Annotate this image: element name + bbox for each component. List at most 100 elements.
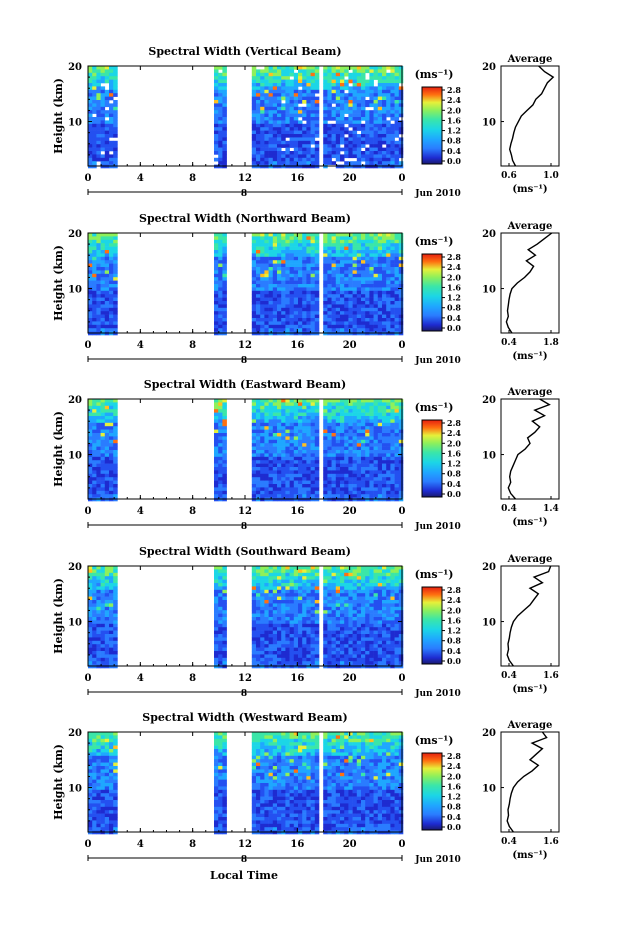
heatmap-cell xyxy=(365,69,370,74)
heatmap-cell xyxy=(88,589,93,594)
heatmap-cell xyxy=(331,433,337,437)
heatmap-cell xyxy=(356,151,362,155)
heatmap-cell xyxy=(289,123,295,128)
heatmap-cell xyxy=(281,307,286,312)
heatmap-cell xyxy=(96,236,101,241)
heatmap-cell xyxy=(361,154,366,159)
heatmap-cell xyxy=(92,644,97,648)
heatmap-cell xyxy=(92,267,97,271)
heatmap-cell xyxy=(96,409,101,413)
heatmap-cell xyxy=(302,566,307,570)
heatmap-cell xyxy=(398,304,404,309)
heatmap-cell xyxy=(298,123,303,128)
heatmap-cell xyxy=(344,318,349,322)
heatmap-cell xyxy=(88,484,93,488)
heatmap-cell xyxy=(386,256,391,261)
heatmap-cell xyxy=(314,426,320,430)
heatmap-cell xyxy=(264,106,269,111)
heatmap-cell xyxy=(306,314,311,319)
heatmap-cell xyxy=(100,412,106,417)
heatmap-cell xyxy=(104,318,110,322)
heatmap-cell xyxy=(281,436,286,441)
heatmap-cell xyxy=(361,473,366,478)
heatmap-cell xyxy=(340,120,345,125)
heatmap-cell xyxy=(344,487,349,492)
heatmap-cell xyxy=(285,613,290,618)
heatmap-cell xyxy=(264,318,269,322)
heatmap-cell xyxy=(285,572,290,577)
heatmap-cell xyxy=(302,250,307,254)
heatmap-cell xyxy=(277,640,282,645)
heatmap-cell xyxy=(92,416,97,420)
heatmap-cell xyxy=(96,436,101,441)
heatmap-cell xyxy=(100,603,106,608)
heatmap-cell xyxy=(96,106,101,111)
heatmap-cell xyxy=(365,290,370,295)
heatmap-cell xyxy=(104,324,110,329)
heatmap-cell xyxy=(386,287,391,292)
heatmap-cell xyxy=(268,301,274,305)
heatmap-cell xyxy=(306,324,311,329)
heatmap-cell xyxy=(96,426,101,430)
heatmap-cell xyxy=(390,453,395,458)
colorbar-tick-label: 0.8 xyxy=(447,469,461,479)
heatmap-cell xyxy=(331,144,337,148)
heatmap-cell xyxy=(289,654,295,659)
heatmap-cell xyxy=(264,103,269,108)
heatmap-cell xyxy=(100,321,106,326)
heatmap-cell xyxy=(104,647,110,652)
heatmap-cell xyxy=(302,123,307,128)
heatmap-cell xyxy=(92,617,97,621)
heatmap-cell xyxy=(373,154,379,159)
heatmap-cell xyxy=(298,446,303,451)
heatmap-cell xyxy=(113,130,118,135)
heatmap-cell xyxy=(251,576,257,580)
heatmap-cell xyxy=(100,79,106,84)
heatmap-cell xyxy=(331,439,337,444)
heatmap-cell xyxy=(335,273,341,278)
heatmap-cell xyxy=(302,416,307,420)
heatmap-cell xyxy=(289,620,295,625)
heatmap-cell xyxy=(272,236,278,241)
heatmap-cell xyxy=(369,433,374,437)
heatmap-cell xyxy=(268,233,274,237)
heatmap-cell xyxy=(281,651,286,655)
heatmap-cell xyxy=(222,600,227,604)
heatmap-cell xyxy=(365,301,370,305)
heatmap-cell xyxy=(251,470,257,475)
heatmap-cell xyxy=(256,250,261,254)
heatmap-cell xyxy=(218,593,223,597)
heatmap-cell xyxy=(109,89,114,94)
heatmap-cell xyxy=(88,402,93,407)
heatmap-cell xyxy=(214,617,219,621)
heatmap-cell xyxy=(256,586,261,591)
heatmap-cell xyxy=(96,267,101,271)
heatmap-cell xyxy=(96,647,101,652)
heatmap-cell xyxy=(323,460,328,464)
heatmap-cell xyxy=(88,290,93,295)
heatmap-cell xyxy=(218,263,223,268)
heatmap-cell xyxy=(377,304,383,309)
heatmap-cell xyxy=(398,151,404,155)
heatmap-cell xyxy=(222,157,227,162)
heatmap-cell xyxy=(361,157,366,162)
heatmap-cell xyxy=(113,453,118,458)
heatmap-cell xyxy=(373,140,379,145)
heatmap-cell xyxy=(293,600,299,604)
heatmap-cell xyxy=(394,453,400,458)
heatmap-cell xyxy=(323,233,328,237)
heatmap-cell xyxy=(222,103,227,108)
heatmap-cell xyxy=(264,140,269,145)
heatmap-cell xyxy=(293,284,299,288)
heatmap-cell xyxy=(113,405,118,410)
heatmap-cell xyxy=(281,600,286,604)
heatmap-cell xyxy=(214,137,219,142)
heatmap-cell xyxy=(109,328,114,332)
heatmap-cell xyxy=(352,439,358,444)
heatmap-cell xyxy=(310,463,316,468)
heatmap-cell xyxy=(352,318,358,322)
heatmap-cell xyxy=(113,610,118,614)
heatmap-cell xyxy=(100,280,106,285)
heatmap-cell xyxy=(92,576,97,580)
heatmap-cell xyxy=(310,443,316,447)
